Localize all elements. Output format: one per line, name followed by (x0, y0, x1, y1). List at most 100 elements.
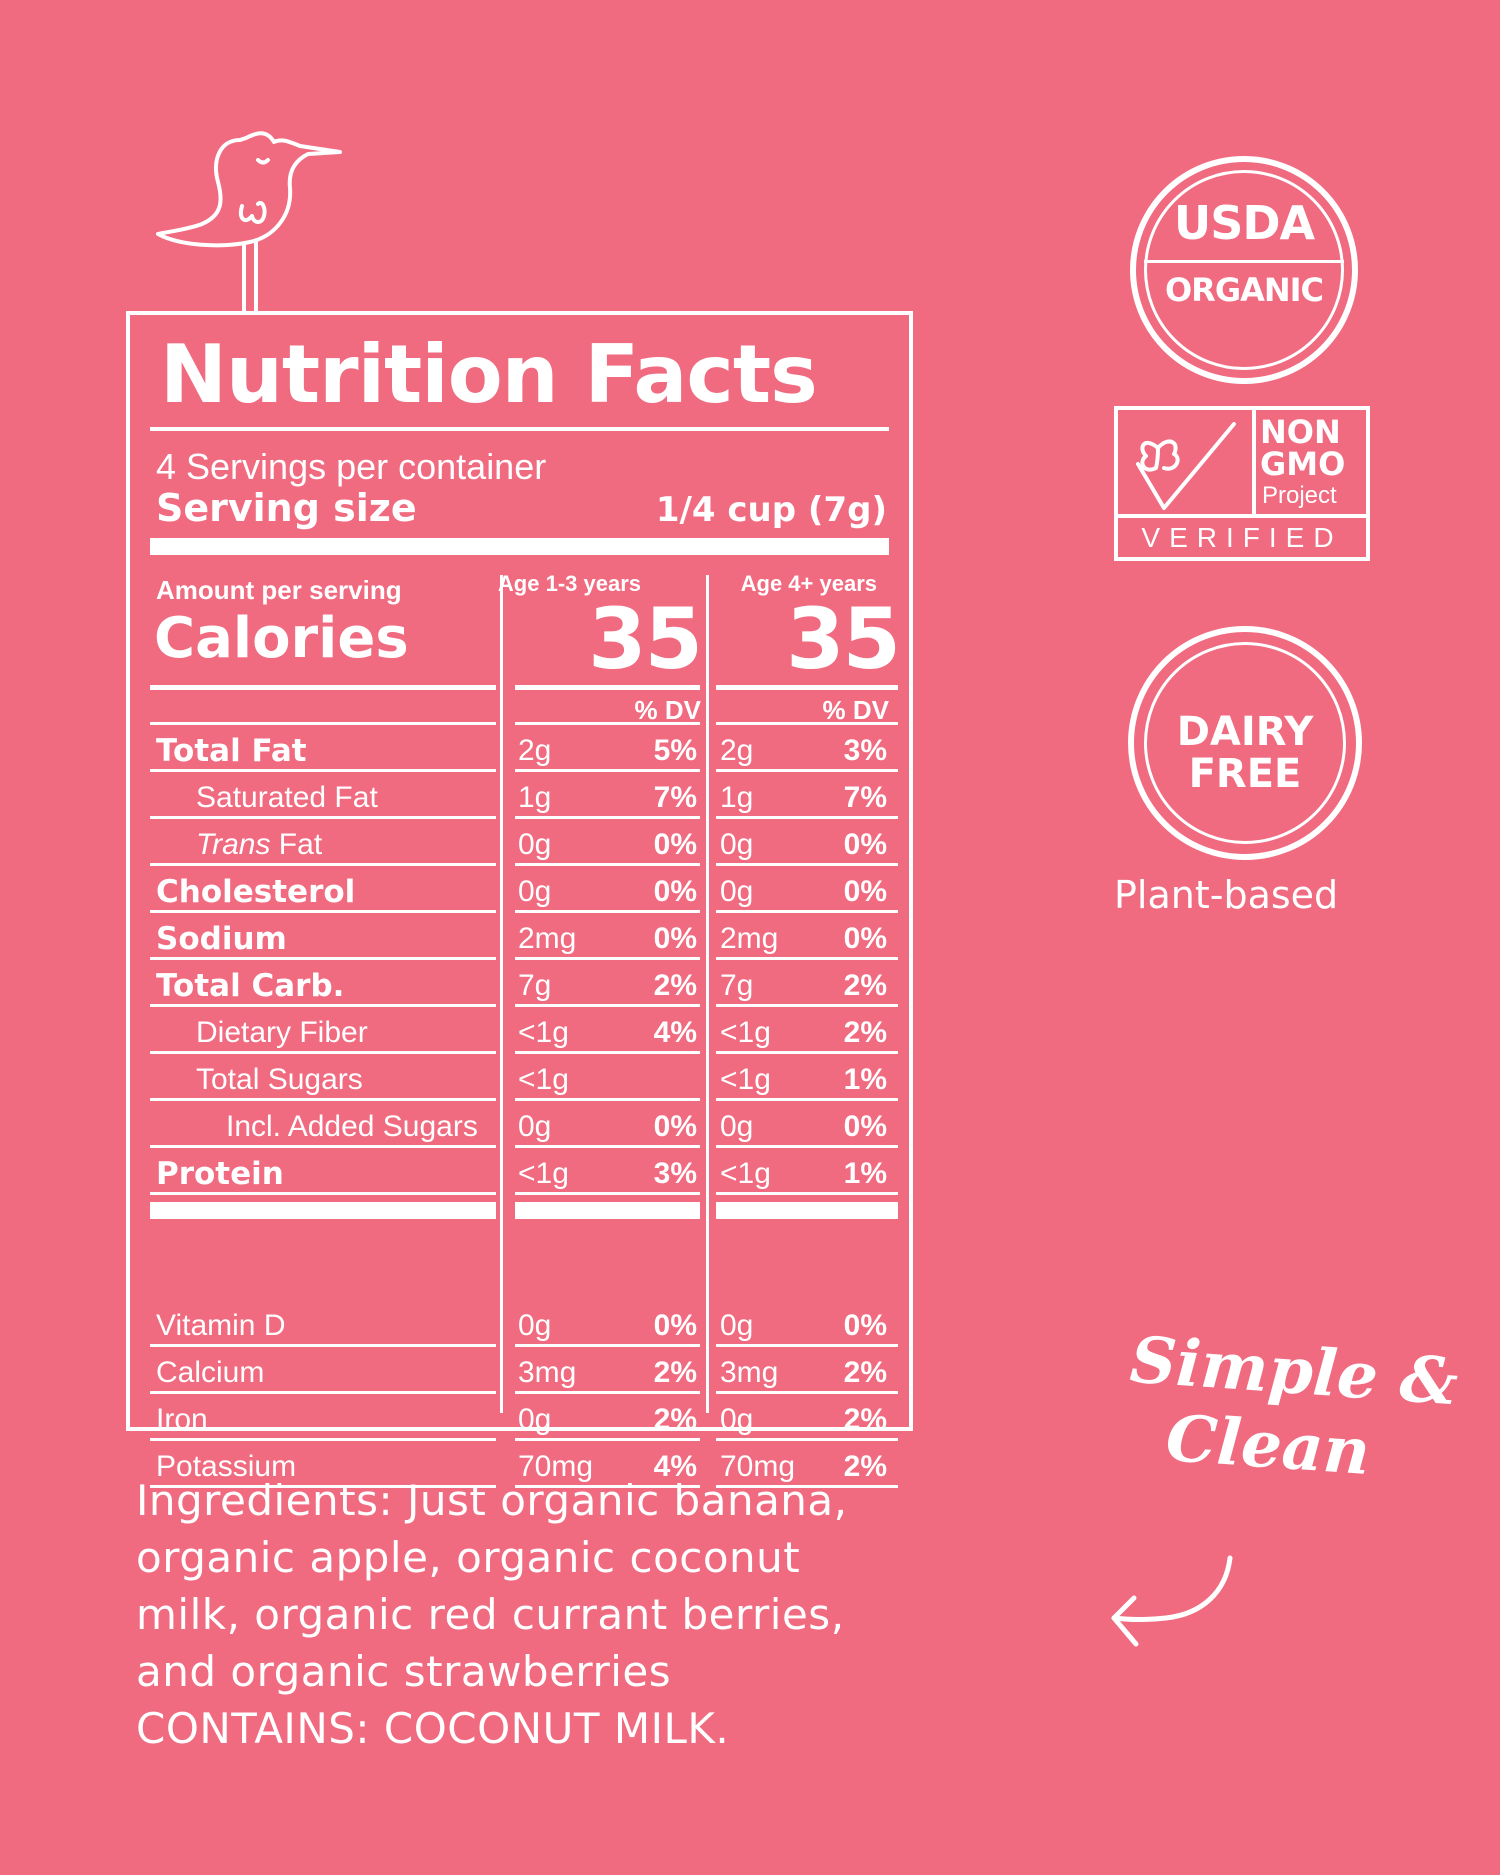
plant-based-label: Plant-based (1114, 873, 1339, 917)
divider (150, 769, 496, 772)
divider (150, 1192, 496, 1195)
nutrient-name-sodium: Sodium (156, 924, 287, 955)
nutrition-title: Nutrition Facts (160, 328, 818, 421)
nutrient-name-total-fat: Total Fat (156, 736, 307, 767)
nutrient-name-text: Total Carb. (156, 968, 345, 1004)
organic-text: ORGANIC (1164, 271, 1324, 309)
divider (716, 863, 898, 866)
divider (515, 1438, 700, 1441)
dairy-free-seal: DAIRY FREE (1128, 626, 1362, 860)
serving-size-label: Serving size (156, 486, 417, 530)
thick-divider (150, 538, 889, 555)
dv-age-4-plus: 2% (843, 969, 887, 1002)
dv-age-1-3: 0% (653, 828, 697, 861)
verified-bar (1118, 514, 1366, 518)
dv-age-1-3: 0% (653, 875, 697, 908)
divider (515, 1145, 700, 1148)
amount-age-4-plus: <1g (720, 1016, 771, 1049)
gmo-text: GMO (1260, 445, 1346, 483)
amount-per-serving: Amount per serving (156, 575, 402, 605)
dv-age-4-plus: 2% (843, 1403, 887, 1436)
nutrient-name-text: Iron (156, 1403, 208, 1436)
divider (150, 816, 496, 819)
serving-size-value: 1/4 cup (7g) (655, 490, 887, 530)
divider (515, 1004, 700, 1007)
column-divider (706, 575, 709, 1413)
nutrient-name-iron: Iron (156, 1405, 208, 1435)
nutrient-name-text: Cholesterol (156, 874, 356, 910)
divider (150, 1202, 496, 1219)
dairy-text: DAIRY (1176, 709, 1314, 755)
amount-age-1-3: 3mg (518, 1356, 577, 1389)
butterfly-check-icon (1136, 422, 1236, 510)
amount-age-4-plus: 70mg (720, 1450, 796, 1483)
amount-age-1-3: 2g (518, 734, 552, 767)
nutrient-name-cholesterol: Cholesterol (156, 877, 355, 908)
column-divider (500, 575, 503, 1413)
amount-age-1-3: <1g (518, 1063, 569, 1096)
divider (515, 769, 700, 772)
project-text: Project (1262, 482, 1337, 509)
dv-age-4-plus: 0% (843, 875, 887, 908)
divider (716, 910, 898, 913)
nutrient-name-text: Total Sugars (196, 1063, 363, 1096)
dv-header: % DV (634, 695, 701, 725)
nutrient-name-potassium: Potassium (156, 1452, 296, 1482)
amount-age-1-3: 0g (518, 828, 552, 861)
divider (515, 685, 700, 690)
ingredients-line: organic apple, organic coconut (136, 1533, 801, 1582)
amount-age-1-3: 0g (518, 875, 552, 908)
dv-age-4-plus: 1% (843, 1063, 887, 1096)
age-4-plus-header: Age 4+ years (740, 571, 877, 596)
divider (150, 910, 496, 913)
ingredients-block: Ingredients: Just organic banana, organi… (136, 1472, 956, 1757)
divider (150, 1004, 496, 1007)
amount-age-1-3: 0g (518, 1110, 552, 1143)
divider (716, 722, 898, 725)
amount-age-4-plus: 0g (720, 1403, 754, 1436)
nutrient-name-dietary-fiber: Dietary Fiber (196, 1018, 368, 1048)
dv-age-1-3: 5% (653, 734, 697, 767)
divider (515, 863, 700, 866)
dv-age-4-plus: 1% (843, 1157, 887, 1190)
nutrient-name-total-sugars: Total Sugars (196, 1065, 363, 1095)
usda-band (1144, 260, 1344, 273)
divider (716, 816, 898, 819)
seal-inner-ring (1144, 170, 1344, 370)
divider (716, 1202, 898, 1219)
dv-age-4-plus: 3% (843, 734, 887, 767)
ingredients-line: Ingredients: Just organic banana, (136, 1476, 848, 1525)
amount-age-4-plus: 3mg (720, 1356, 779, 1389)
nutrient-name-text: Incl. Added Sugars (226, 1110, 478, 1143)
divider (716, 1004, 898, 1007)
nutrient-name-text: Saturated Fat (196, 781, 378, 814)
divider (716, 685, 898, 690)
nutrient-name-protein: Protein (156, 1159, 284, 1190)
nutrient-name-text: Protein (156, 1156, 284, 1192)
nutrient-name-text: Dietary Fiber (196, 1016, 368, 1049)
divider (515, 816, 700, 819)
dv-age-4-plus: 7% (843, 781, 887, 814)
dv-age-4-plus: 0% (843, 922, 887, 955)
divider (716, 1391, 898, 1394)
dv-age-1-3: 2% (653, 1403, 697, 1436)
divider (150, 1485, 496, 1488)
nutrient-name-text: Potassium (156, 1450, 297, 1483)
divider (515, 910, 700, 913)
dv-age-1-3: 0% (653, 1309, 697, 1342)
amount-age-4-plus: 0g (720, 875, 754, 908)
dv-age-1-3: 0% (653, 922, 697, 955)
nutrient-name-trans-fat: Trans Fat (196, 830, 322, 860)
calories-label: Calories (154, 606, 409, 671)
divider (716, 1145, 898, 1148)
amount-age-1-3: 2mg (518, 922, 577, 955)
amount-age-4-plus: 0g (720, 1309, 754, 1342)
divider (150, 722, 496, 725)
amount-age-1-3: <1g (518, 1016, 569, 1049)
dv-age-4-plus: 2% (843, 1016, 887, 1049)
divider (515, 1202, 700, 1219)
curved-arrow-icon (1111, 1555, 1233, 1647)
verified-text: VERIFIED (1141, 522, 1343, 553)
divider (150, 1051, 496, 1054)
dv-age-4-plus: 0% (843, 828, 887, 861)
